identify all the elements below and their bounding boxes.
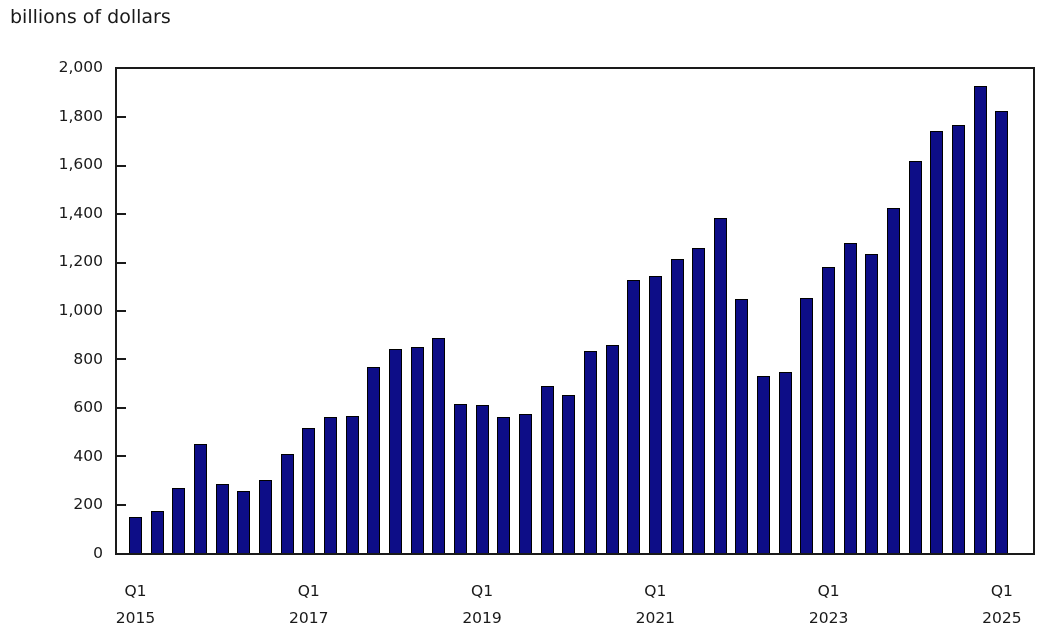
bar-2015-Q1 [129, 516, 142, 553]
bar-2019-Q3 [518, 413, 532, 553]
bar-2016-Q4 [280, 453, 294, 553]
bar-2022-Q3 [778, 371, 792, 553]
y-tick-400 [117, 455, 126, 458]
y-tick-1,200 [117, 261, 126, 264]
y-tick-1,600 [117, 164, 126, 167]
bar-2024-Q4 [973, 85, 987, 553]
y-tick-800 [117, 358, 126, 361]
bar-2021-Q1 [648, 275, 662, 553]
bar-2019-Q4 [540, 386, 554, 553]
bar-2019-Q2 [497, 417, 511, 553]
y-axis-label-600: 600 [73, 398, 103, 417]
bar-2019-Q1 [475, 405, 489, 553]
y-axis-label-200: 200 [73, 495, 103, 514]
y-tick-1,000 [117, 310, 126, 312]
bar-2021-Q2 [670, 258, 684, 553]
bar-2021-Q4 [713, 217, 727, 553]
y-tick-1,800 [117, 116, 126, 119]
bar-2018-Q1 [388, 348, 402, 553]
bar-2017-Q1 [302, 428, 316, 553]
y-axis-label-0: 0 [93, 544, 103, 562]
bar-2022-Q4 [800, 297, 814, 553]
bar-2024-Q3 [952, 124, 966, 553]
bar-2024-Q2 [930, 130, 944, 553]
x-axis-label-Q1-2023: Q1 2023 [808, 582, 849, 627]
y-axis-label-1,400: 1,400 [58, 203, 103, 222]
bar-2016-Q3 [258, 480, 272, 553]
bar-2023-Q1 [822, 267, 836, 553]
bar-2017-Q2 [323, 417, 337, 553]
y-tick-600 [117, 406, 126, 409]
bar-2016-Q1 [215, 484, 229, 553]
bar-2018-Q2 [410, 347, 424, 553]
y-axis-label-1,600: 1,600 [58, 155, 103, 174]
bar-2020-Q2 [583, 350, 597, 553]
bar-2021-Q3 [692, 248, 706, 553]
plot-area [115, 67, 1035, 555]
y-axis-label-400: 400 [73, 446, 103, 465]
bar-2022-Q2 [757, 376, 771, 553]
bar-2017-Q4 [367, 366, 381, 553]
y-axis-label-2,000: 2,000 [58, 58, 103, 76]
x-axis-label-Q1-2025: Q1 2025 [982, 582, 1022, 627]
bar-2015-Q2 [150, 510, 164, 553]
y-tick-1,400 [117, 213, 126, 216]
bar-2020-Q4 [627, 279, 641, 553]
x-axis-label-Q1-2015: Q1 2015 [115, 582, 156, 627]
bar-2018-Q4 [453, 404, 467, 553]
bar-2015-Q3 [172, 487, 186, 553]
bar-2023-Q2 [843, 243, 857, 553]
bar-2025-Q1 [995, 111, 1009, 553]
bar-2022-Q1 [735, 298, 749, 553]
y-axis-label-1,200: 1,200 [58, 252, 103, 271]
y-tick-200 [117, 503, 126, 506]
y-axis-label-1,800: 1,800 [58, 106, 103, 125]
x-axis-label-Q1-2021: Q1 2021 [635, 582, 676, 627]
bar-2024-Q1 [908, 160, 922, 553]
x-axis-label-Q1-2017: Q1 2017 [289, 582, 329, 627]
bar-2018-Q3 [432, 337, 446, 553]
x-axis-label-Q1-2019: Q1 2019 [462, 582, 502, 627]
bar-2015-Q4 [193, 444, 207, 553]
bar-2016-Q2 [237, 491, 251, 553]
bar-2020-Q3 [605, 344, 619, 553]
bar-2023-Q4 [887, 208, 901, 553]
y-axis-label-800: 800 [73, 349, 103, 368]
bar-2020-Q1 [562, 394, 576, 553]
bar-2017-Q3 [345, 416, 359, 553]
y-axis-label-1,000: 1,000 [58, 301, 103, 319]
bar-2023-Q3 [865, 254, 879, 553]
chart-title: billions of dollars [10, 6, 171, 28]
